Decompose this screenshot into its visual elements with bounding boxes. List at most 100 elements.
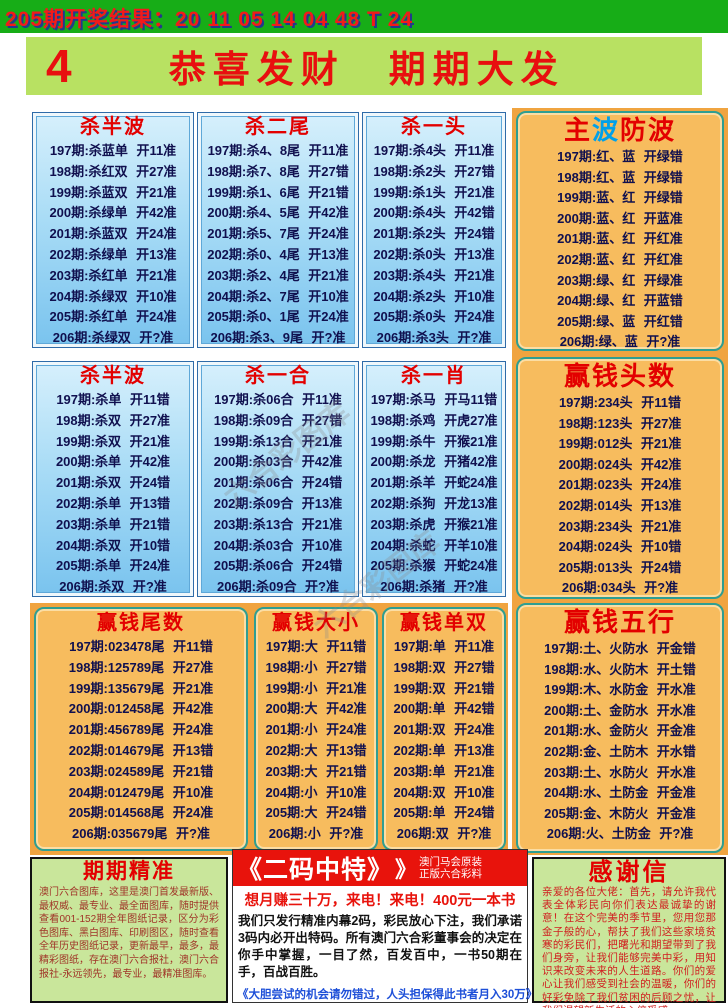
prediction-row: 197期:红、蓝 开绿错 — [557, 149, 683, 164]
ad-tagline-1: 澳门马会原装 — [419, 856, 483, 868]
ad-body-text: 我们只发行精准内幕2码，彩民放心下注，我们承诺3码内必开出特码。所有澳门六合彩董… — [238, 914, 522, 979]
prediction-row: 204期:绿、红 开蓝错 — [557, 293, 683, 309]
promo-banner: 4 恭喜发财 期期大发 — [26, 37, 702, 95]
panel-title: 杀二尾 — [245, 116, 311, 138]
prediction-row: 200期:单 开42错 — [393, 701, 495, 717]
panel-kill-two-tails: 杀二尾 197期:杀4、8尾 开11准 198期:杀7、8尾 开27错 199期:杀… — [197, 112, 359, 348]
prediction-row: 197期:单 开11准 — [393, 639, 495, 654]
prediction-row: 197期:杀4头 开11准 — [373, 143, 495, 158]
prediction-row: 206期:杀绿双 开?准 — [52, 330, 174, 346]
prediction-row: 199期:135679尾 开21准 — [68, 680, 214, 696]
prediction-row: 204期:杀2、7尾 开10准 — [207, 288, 349, 304]
prediction-row: 197期:234头 开11错 — [558, 395, 682, 410]
watermark-text: 六合彩图库 — [0, 560, 2, 670]
prediction-row: 200期:蓝、红 开蓝准 — [557, 210, 683, 226]
panel-win-heads: 赢钱头数 197期:234头 开11错 198期:123头 开27准 199期:01… — [516, 357, 724, 599]
prediction-row: 198期:杀2头 开27错 — [373, 163, 495, 179]
prediction-row: 202期:014679尾 开13错 — [68, 742, 214, 758]
prediction-row: 201期:杀06合 开24错 — [213, 475, 343, 491]
prediction-row: 206期:杀猪 开?准 — [380, 579, 488, 595]
prediction-row: 200期:杀03合 开42准 — [213, 454, 343, 470]
thanks-letter-box: 感谢信 亲爱的各位大佬：首先，请允许我代表全体彩民向你们表达最诚挚的谢意！在这个… — [532, 857, 726, 1008]
prediction-row: 199期:杀1头 开21准 — [373, 184, 495, 200]
panel-title: 杀半波 — [80, 365, 146, 387]
panel-kill-one-zodiac: 杀一肖 197期:杀马 开马11错 198期:杀鸡 开虎27准 199期:杀牛 开猴… — [362, 361, 506, 597]
prediction-row: 205期:绿、蓝 开红错 — [557, 313, 683, 329]
panel-title: 杀一合 — [245, 365, 311, 387]
prediction-row: 205期:杀猴 开蛇24准 — [370, 558, 498, 574]
prediction-row: 198期:红、蓝 开绿错 — [557, 169, 683, 185]
prediction-row: 205期:013头 开24错 — [558, 559, 682, 575]
prediction-row: 201期:杀蓝双 开24准 — [49, 226, 177, 242]
prediction-row: 206期:小 开?准 — [268, 826, 364, 842]
prediction-row: 203期:大 开21错 — [265, 763, 367, 779]
prediction-row: 204期:杀03合 开10准 — [213, 537, 343, 553]
prediction-row: 197期:杀06合 开11准 — [214, 392, 342, 407]
prediction-row: 199期:杀双 开21准 — [55, 433, 171, 449]
prediction-row: 201期:蓝、红 开红准 — [557, 231, 683, 247]
prediction-row: 197期:土、火防水 开金错 — [544, 641, 696, 656]
prediction-row: 205期:大 开24错 — [265, 805, 367, 821]
prediction-row: 204期:杀绿双 开10准 — [49, 288, 177, 304]
prediction-row: 201期:023头 开24准 — [558, 477, 682, 493]
prediction-row: 200期:杀龙 开猪42准 — [370, 454, 498, 470]
box-title: 期期精准 — [83, 860, 175, 883]
issue-result-bar: 205期开奖结果：20 11 05 14 04 48 T 24 — [0, 0, 728, 33]
prediction-row: 206期:杀3头 开?准 — [376, 330, 492, 346]
prediction-row: 198期:杀双 开27准 — [55, 412, 171, 428]
prediction-row: 201期:杀双 开24错 — [55, 475, 171, 491]
prediction-row: 205期:杀0、1尾 开24准 — [207, 309, 349, 325]
prediction-row: 198期:双 开27错 — [393, 659, 495, 675]
prediction-row: 203期:杀2、4尾 开21准 — [207, 267, 349, 283]
box-body-text: 澳门六合图库，这里是澳门首发最新版、最权威、最专业、最全面图库，随时提供查看00… — [39, 887, 219, 980]
prediction-row: 203期:单 开21准 — [393, 763, 495, 779]
prediction-row: 201期:小 开24准 — [265, 722, 367, 738]
prediction-row: 197期:杀单 开11错 — [56, 392, 170, 407]
prediction-row: 203期:绿、红 开绿准 — [557, 272, 683, 288]
prediction-row: 205期:杀06合 开24错 — [213, 558, 343, 574]
panel-title: 赢钱五行 — [563, 607, 676, 637]
prediction-row: 199期:012头 开21准 — [558, 436, 682, 452]
prediction-row: 198期:水、火防木 开土错 — [544, 661, 696, 677]
promo-row: 《大胆尝试的机会请勿错过，人头担保得此书者月入30万》 货到付款 — [233, 982, 591, 1004]
prediction-row: 203期:杀虎 开猴21准 — [370, 516, 498, 532]
prediction-row: 205期:单 开24错 — [393, 805, 495, 821]
prediction-row: 206期:火、土防金 开?准 — [546, 826, 694, 842]
chevron-icon: 》 — [395, 857, 418, 882]
box-body-text: 亲爱的各位大佬：首先，请允许我代表全体彩民向你们表达最诚挚的谢意！在这个完美的季… — [542, 886, 716, 1008]
prediction-row: 204期:双 开10准 — [393, 784, 495, 800]
ad-header: 《二码中特》 》 澳门马会原装 正版六合彩料 — [233, 850, 527, 886]
prediction-row: 201期:杀羊 开蛇24准 — [370, 475, 498, 491]
prediction-row: 198期:杀鸡 开虎27准 — [370, 412, 498, 428]
prediction-row: 202期:单 开13准 — [393, 742, 495, 758]
prediction-row: 201期:杀5、7尾 开24准 — [207, 226, 349, 242]
prediction-row: 198期:123头 开27准 — [558, 415, 682, 431]
prediction-row: 203期:234头 开21准 — [558, 518, 682, 534]
prediction-row: 200期:土、金防水 开水准 — [544, 702, 696, 718]
panel-title: 杀一头 — [401, 116, 467, 138]
prediction-row: 197期:杀4、8尾 开11准 — [207, 143, 349, 158]
prediction-row: 205期:杀红单 开24准 — [49, 309, 177, 325]
prediction-row: 206期:杀双 开?准 — [59, 579, 167, 595]
prediction-row: 203期:杀红单 开21准 — [49, 267, 177, 283]
prediction-row: 200期:大 开42准 — [265, 701, 367, 717]
draw-result-text: 205期开奖结果：20 11 05 14 04 48 T 24 — [5, 8, 414, 31]
prediction-row: 202期:杀0头 开13准 — [373, 246, 495, 262]
prediction-row: 200期:杀4、5尾 开42准 — [207, 205, 349, 221]
panel-win-tails: 赢钱尾数 197期:023478尾 开11错 198期:125789尾 开27准 1… — [34, 607, 248, 851]
prediction-row: 205期:杀0头 开24准 — [373, 309, 495, 325]
prediction-row: 203期:024589尾 开21错 — [68, 763, 214, 779]
prediction-row: 203期:杀13合 开21准 — [213, 516, 343, 532]
panel-kill-one-head: 杀一头 197期:杀4头 开11准 198期:杀2头 开27错 199期:杀1头 开… — [362, 112, 506, 348]
prediction-row: 198期:杀7、8尾 开27错 — [207, 163, 349, 179]
info-box-library: 期期精准 澳门六合图库，这里是澳门首发最新版、最权威、最专业、最全面图库，随时提… — [30, 857, 228, 1003]
prediction-row: 205期:杀单 开24准 — [55, 558, 171, 574]
prediction-row: 204期:012479尾 开10准 — [68, 784, 214, 800]
hotline-text: 想月赚三十万，来电！来电！400元一本书 — [244, 893, 516, 909]
prediction-row: 202期:014头 开13准 — [558, 497, 682, 513]
prediction-row: 204期:水、土防金 开金准 — [544, 785, 696, 801]
prediction-row: 197期:杀蓝单 开11准 — [49, 143, 177, 158]
prediction-row: 200期:杀4头 开42错 — [373, 205, 495, 221]
prediction-row: 202期:杀0、4尾 开13准 — [207, 246, 349, 262]
panel-title: 杀半波 — [80, 116, 146, 138]
